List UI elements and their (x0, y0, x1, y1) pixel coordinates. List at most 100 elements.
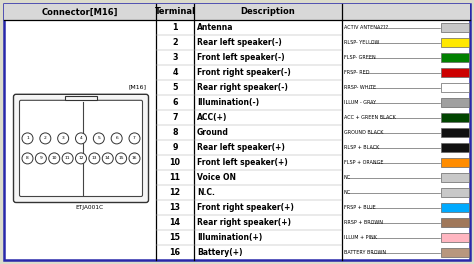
Text: 3: 3 (172, 53, 178, 62)
Bar (441, 158, 469, 167)
Text: 1: 1 (172, 23, 178, 32)
Text: Illumination(-): Illumination(-) (197, 98, 259, 107)
Text: ILLUM - GRAY: ILLUM - GRAY (344, 100, 376, 105)
Text: NC: NC (344, 175, 351, 180)
Text: 6: 6 (172, 98, 178, 107)
Text: Front left speaker(+): Front left speaker(+) (197, 158, 288, 167)
Text: 1: 1 (26, 136, 29, 140)
Text: RLSP + BLACK: RLSP + BLACK (344, 145, 379, 150)
Bar (441, 98, 469, 107)
Text: Illumination(+): Illumination(+) (197, 233, 262, 242)
Text: Antenna: Antenna (197, 23, 234, 32)
Text: 9: 9 (172, 143, 178, 152)
Circle shape (40, 133, 51, 144)
Text: Front left speaker(-): Front left speaker(-) (197, 53, 284, 62)
Circle shape (102, 153, 113, 164)
Text: 9: 9 (39, 156, 42, 161)
Bar (441, 68, 469, 77)
Circle shape (116, 153, 127, 164)
Text: ETJA001C: ETJA001C (75, 205, 103, 210)
Text: 14: 14 (170, 218, 181, 227)
Text: 10: 10 (52, 156, 57, 161)
Circle shape (49, 153, 60, 164)
Circle shape (75, 133, 86, 144)
Text: Voice ON: Voice ON (197, 173, 236, 182)
Text: [M16]: [M16] (129, 85, 147, 90)
Bar (441, 83, 469, 92)
Bar (65, 96, 97, 100)
Text: 13: 13 (91, 156, 97, 161)
Text: GROUND BLACK: GROUND BLACK (344, 130, 383, 135)
Text: 8: 8 (172, 128, 178, 137)
Text: 5: 5 (97, 136, 100, 140)
Bar (441, 248, 469, 257)
Bar (441, 188, 469, 197)
Circle shape (62, 153, 73, 164)
Text: 3: 3 (62, 136, 64, 140)
Bar (4, 4, 470, 20)
Text: 4: 4 (80, 136, 82, 140)
Text: 16: 16 (132, 156, 137, 161)
Bar (441, 143, 469, 152)
Text: Front right speaker(-): Front right speaker(-) (197, 68, 291, 77)
Text: ILLUM + PINK: ILLUM + PINK (344, 235, 377, 240)
Text: BATTERY BROWN: BATTERY BROWN (344, 250, 386, 255)
Bar (441, 128, 469, 137)
Bar (441, 113, 469, 122)
Bar (441, 38, 469, 47)
Bar (441, 173, 469, 182)
Bar (441, 233, 469, 242)
Text: N.C.: N.C. (197, 188, 215, 197)
Text: 15: 15 (118, 156, 124, 161)
Text: RRSP + BROWN: RRSP + BROWN (344, 220, 383, 225)
Text: 11: 11 (170, 173, 181, 182)
Text: 2: 2 (172, 38, 178, 47)
Text: 7: 7 (133, 136, 136, 140)
FancyBboxPatch shape (19, 100, 143, 196)
Text: FLSP + ORANGE: FLSP + ORANGE (344, 160, 383, 165)
Circle shape (129, 153, 140, 164)
Circle shape (111, 133, 122, 144)
Text: Rear right speaker(-): Rear right speaker(-) (197, 83, 288, 92)
Bar (441, 203, 469, 212)
Circle shape (36, 153, 46, 164)
Text: 14: 14 (105, 156, 110, 161)
Text: 13: 13 (170, 203, 181, 212)
Text: Description: Description (241, 7, 295, 16)
Bar (441, 23, 469, 32)
Circle shape (22, 153, 33, 164)
Text: Ground: Ground (197, 128, 229, 137)
Text: NC: NC (344, 190, 351, 195)
Text: 12: 12 (169, 188, 181, 197)
Text: Rear left speaker(+): Rear left speaker(+) (197, 143, 285, 152)
Circle shape (75, 153, 86, 164)
Text: Battery(+): Battery(+) (197, 248, 243, 257)
Text: 6: 6 (115, 136, 118, 140)
Text: ACC + GREEN BLACK: ACC + GREEN BLACK (344, 115, 396, 120)
Text: 10: 10 (170, 158, 181, 167)
Text: FLSP- GREEN: FLSP- GREEN (344, 55, 376, 60)
Text: RRSP- WHITE: RRSP- WHITE (344, 85, 376, 90)
Text: RLSP- YELLOW: RLSP- YELLOW (344, 40, 379, 45)
Circle shape (89, 153, 100, 164)
Text: Terminal: Terminal (155, 7, 195, 16)
Text: 7: 7 (172, 113, 178, 122)
Text: ACC(+): ACC(+) (197, 113, 228, 122)
Text: Front right speaker(+): Front right speaker(+) (197, 203, 294, 212)
Text: 12: 12 (78, 156, 84, 161)
Text: 15: 15 (170, 233, 181, 242)
Bar (441, 53, 469, 62)
Text: 4: 4 (172, 68, 178, 77)
Bar (441, 218, 469, 227)
Text: 11: 11 (65, 156, 70, 161)
FancyBboxPatch shape (13, 94, 148, 202)
Circle shape (22, 133, 33, 144)
Text: ACTIV ANTENA???: ACTIV ANTENA??? (344, 25, 388, 30)
Text: 2: 2 (44, 136, 47, 140)
Text: FRSP- RED: FRSP- RED (344, 70, 370, 75)
Text: FRSP + BLUE: FRSP + BLUE (344, 205, 376, 210)
Text: 8: 8 (26, 156, 29, 161)
Text: Rear right speaker(+): Rear right speaker(+) (197, 218, 291, 227)
Text: Connector[M16]: Connector[M16] (42, 7, 118, 16)
Circle shape (58, 133, 69, 144)
